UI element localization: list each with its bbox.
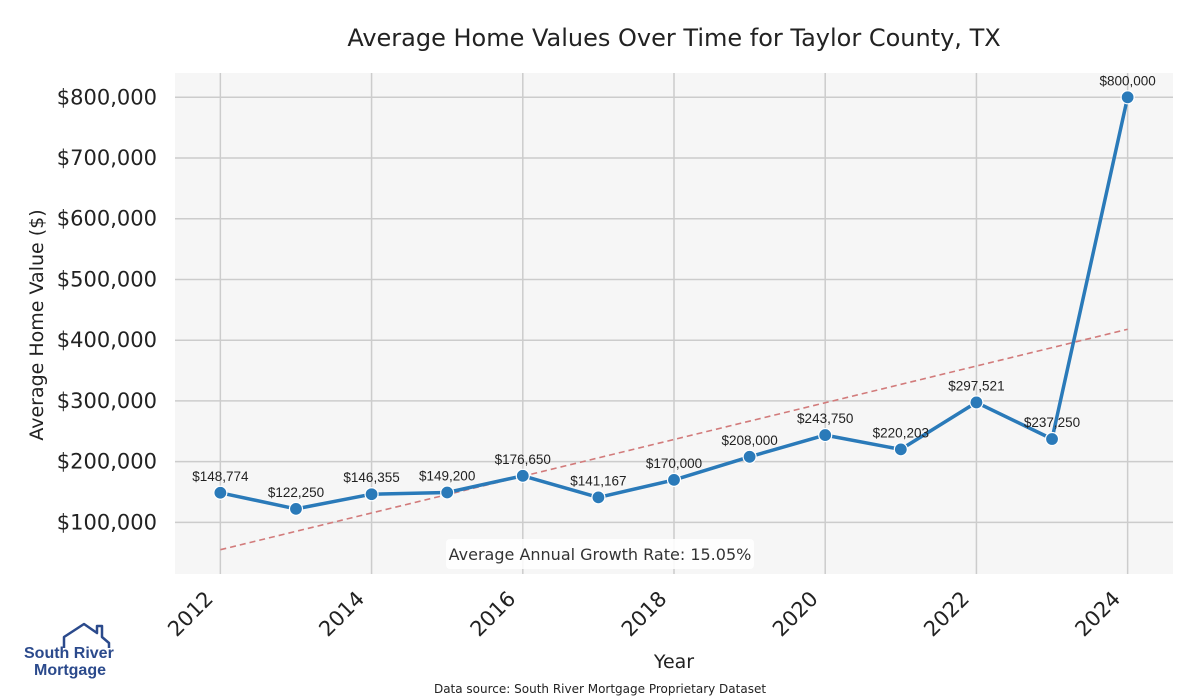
data-points <box>213 90 1135 516</box>
data-point-2016 <box>515 468 530 483</box>
data-point-2022 <box>969 395 984 410</box>
y-tick-label: $700,000 <box>57 146 157 170</box>
data-label-2019: $208,000 <box>721 433 777 448</box>
x-tick-label: 2020 <box>768 587 823 642</box>
data-label-2017: $141,167 <box>570 473 626 488</box>
data-labels: $148,774 $122,250 $146,355 $149,200 $176,650… <box>192 73 1156 500</box>
growth-rate-text: Average Annual Growth Rate: 15.05% <box>449 545 752 564</box>
y-tick-label: $100,000 <box>57 510 157 534</box>
data-label-2022: $297,521 <box>948 378 1004 393</box>
data-label-2020: $243,750 <box>797 411 853 426</box>
data-point-2019 <box>742 449 757 464</box>
data-label-2023: $237,250 <box>1024 415 1080 430</box>
data-point-2021 <box>893 442 908 457</box>
logo-text-line2: Mortgage <box>34 662 106 679</box>
data-point-2023 <box>1044 431 1060 447</box>
trend-line <box>220 328 1128 551</box>
data-source-note: Data source: South River Mortgage Propri… <box>434 682 766 696</box>
y-axis: $100,000 $200,000 $300,000 $400,000 $500,000… <box>57 85 157 534</box>
data-point-2018 <box>666 472 682 487</box>
data-label-2013: $122,250 <box>268 485 324 500</box>
growth-annotation: Average Annual Growth Rate: 15.05% <box>446 539 754 569</box>
y-axis-label: Average Home Value ($) <box>26 209 48 440</box>
y-tick-label: $300,000 <box>57 389 157 413</box>
data-label-2021: $220,203 <box>873 425 929 440</box>
y-tick-label: $600,000 <box>57 207 157 231</box>
company-logo: South River Mortgage <box>24 622 114 679</box>
data-label-2016: $176,650 <box>495 452 551 467</box>
data-point-2012 <box>213 485 228 500</box>
data-point-2020 <box>818 427 833 443</box>
y-tick-label: $400,000 <box>57 328 157 352</box>
house-roof-icon <box>62 622 111 648</box>
x-tick-label: 2024 <box>1070 587 1125 642</box>
data-point-2013 <box>288 501 304 516</box>
chart-title: Average Home Values Over Time for Taylor… <box>347 24 1000 52</box>
x-axis: 2012 2014 2016 2018 2020 2022 2024 <box>163 587 1125 642</box>
x-axis-label: Year <box>653 651 694 673</box>
data-point-2017 <box>591 490 606 505</box>
data-label-2018: $170,000 <box>646 456 702 471</box>
logo-text-line1: South River <box>24 645 114 662</box>
y-tick-label: $500,000 <box>57 267 157 291</box>
data-point-2015 <box>440 485 455 500</box>
x-tick-label: 2016 <box>466 587 521 642</box>
data-label-2014: $146,355 <box>343 470 399 485</box>
y-tick-label: $200,000 <box>57 450 157 474</box>
y-tick-label: $800,000 <box>57 85 157 109</box>
x-tick-label: 2022 <box>919 587 974 642</box>
x-tick-label: 2018 <box>617 587 672 642</box>
data-point-2014 <box>364 487 379 502</box>
data-point-2024 <box>1120 90 1135 105</box>
grid-lines <box>175 73 1173 574</box>
x-tick-label: 2014 <box>314 587 369 642</box>
data-label-2015: $149,200 <box>419 469 475 484</box>
data-label-2024: $800,000 <box>1099 73 1155 88</box>
x-tick-label: 2012 <box>163 587 218 642</box>
data-label-2012: $148,774 <box>192 469 249 484</box>
